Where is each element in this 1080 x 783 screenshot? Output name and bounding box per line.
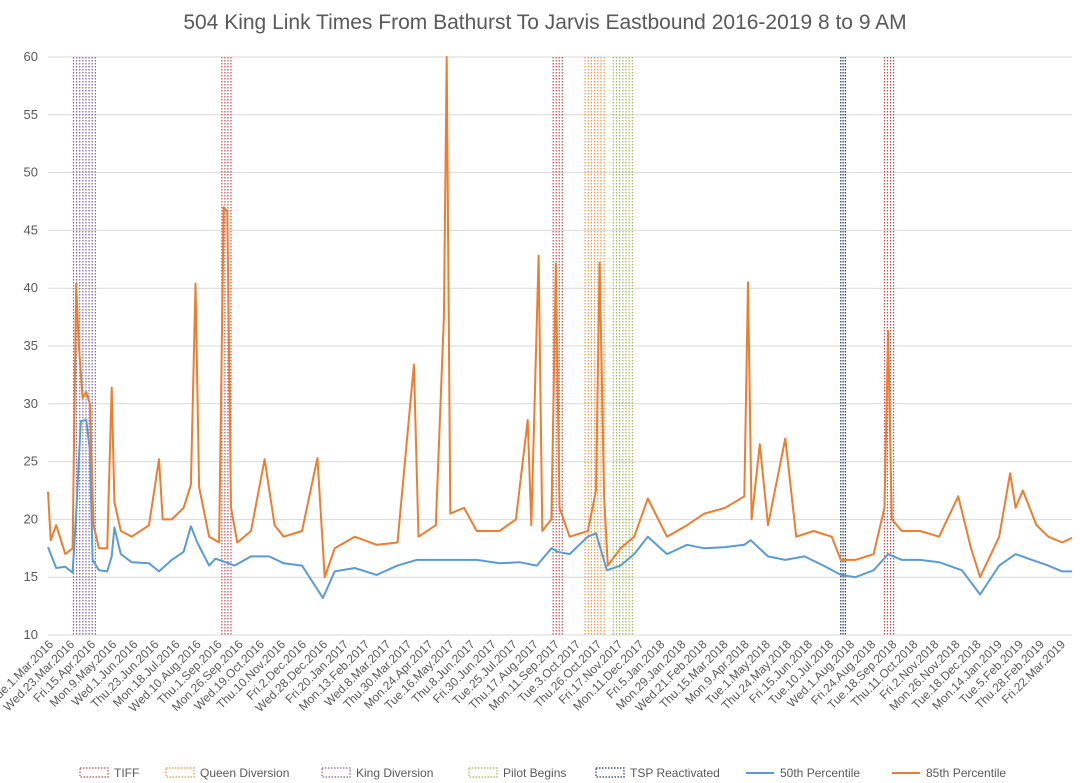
- legend-label: 85th Percentile: [926, 766, 1006, 780]
- y-tick-label: 25: [24, 454, 38, 469]
- series-line-50th-percentile: [47, 419, 1072, 599]
- legend-swatch: [595, 767, 625, 778]
- series-lines: [47, 56, 1073, 599]
- y-tick-label: 40: [24, 280, 38, 295]
- y-axis-ticks: 10 15 20 25 30 35 40 45 50 55 60: [24, 49, 38, 642]
- legend: TIFF Queen Diversion King Diversion Pilot B…: [79, 766, 1006, 780]
- y-tick-label: 50: [24, 165, 38, 180]
- legend-label: King Diversion: [356, 766, 433, 780]
- series-line-85th-percentile: [47, 56, 1073, 579]
- legend-label: Queen Diversion: [200, 766, 289, 780]
- x-axis-ticks: Tue.1.Mar.2016Wed.23.Mar.2016Fri.15.Apr.…: [0, 637, 1068, 715]
- y-tick-label: 20: [24, 511, 38, 526]
- y-tick-label: 30: [24, 396, 38, 411]
- legend-label: Pilot Begins: [503, 766, 566, 780]
- legend-swatch: [468, 767, 498, 778]
- y-tick-label: 60: [24, 49, 38, 64]
- y-tick-label: 55: [24, 107, 38, 122]
- legend-label: TIFF: [114, 766, 139, 780]
- legend-label: 50th Percentile: [780, 766, 860, 780]
- y-tick-label: 10: [24, 627, 38, 642]
- gridlines: [48, 56, 1072, 636]
- legend-swatch: [321, 767, 351, 778]
- chart-title: 504 King Link Times From Bathurst To Jar…: [183, 11, 906, 34]
- legend-swatch: [165, 767, 195, 778]
- legend-label: TSP Reactivated: [630, 766, 720, 780]
- y-tick-label: 45: [24, 222, 38, 237]
- legend-swatch: [79, 767, 109, 778]
- y-tick-label: 15: [24, 569, 38, 584]
- y-tick-label: 35: [24, 338, 38, 353]
